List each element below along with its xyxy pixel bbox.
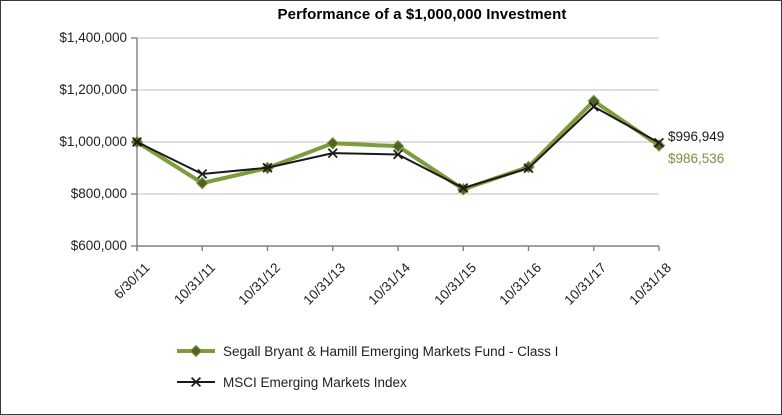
diamond-marker-icon [189,344,203,358]
chart-line [190,376,202,388]
legend-item-msci: MSCI Emerging Markets Index [176,370,558,394]
diamond-marker-icon [326,136,340,150]
end-label-fund-value: $986,536 [668,151,725,166]
chart-line [588,101,599,112]
y-tick-label: $1,000,000 [59,134,127,149]
legend: Segall Bryant & Hamill Emerging Markets … [176,339,558,401]
y-tick-label: $1,200,000 [59,82,127,97]
chart-line [653,137,665,148]
y-tick-label: $1,400,000 [59,30,127,45]
fund-line-diamond-icon [177,344,215,358]
chart-line [523,163,534,174]
series-msci [131,101,665,194]
series-fund [130,94,666,196]
msci-line-x-icon [177,376,215,388]
chart-title: Performance of a $1,000,000 Investment [277,6,567,23]
chart-line [262,162,273,173]
chart-line [197,168,208,179]
legend-label-fund: Segall Bryant & Hamill Emerging Markets … [223,343,559,359]
legend-label-msci: MSCI Emerging Markets Index [223,374,407,390]
diamond-marker-icon [391,139,405,153]
chart-line [392,149,404,160]
chart-line [327,148,338,159]
diamond-marker-icon [652,139,666,152]
y-tick-label: $800,000 [70,186,127,201]
chart-line [131,136,143,148]
diamond-marker-icon [195,176,209,190]
legend-item-fund: Segall Bryant & Hamill Emerging Markets … [176,339,558,363]
chart-line [458,183,469,194]
y-tick-label: $600,000 [70,238,127,253]
end-label-msci-value: $996,949 [668,129,725,144]
